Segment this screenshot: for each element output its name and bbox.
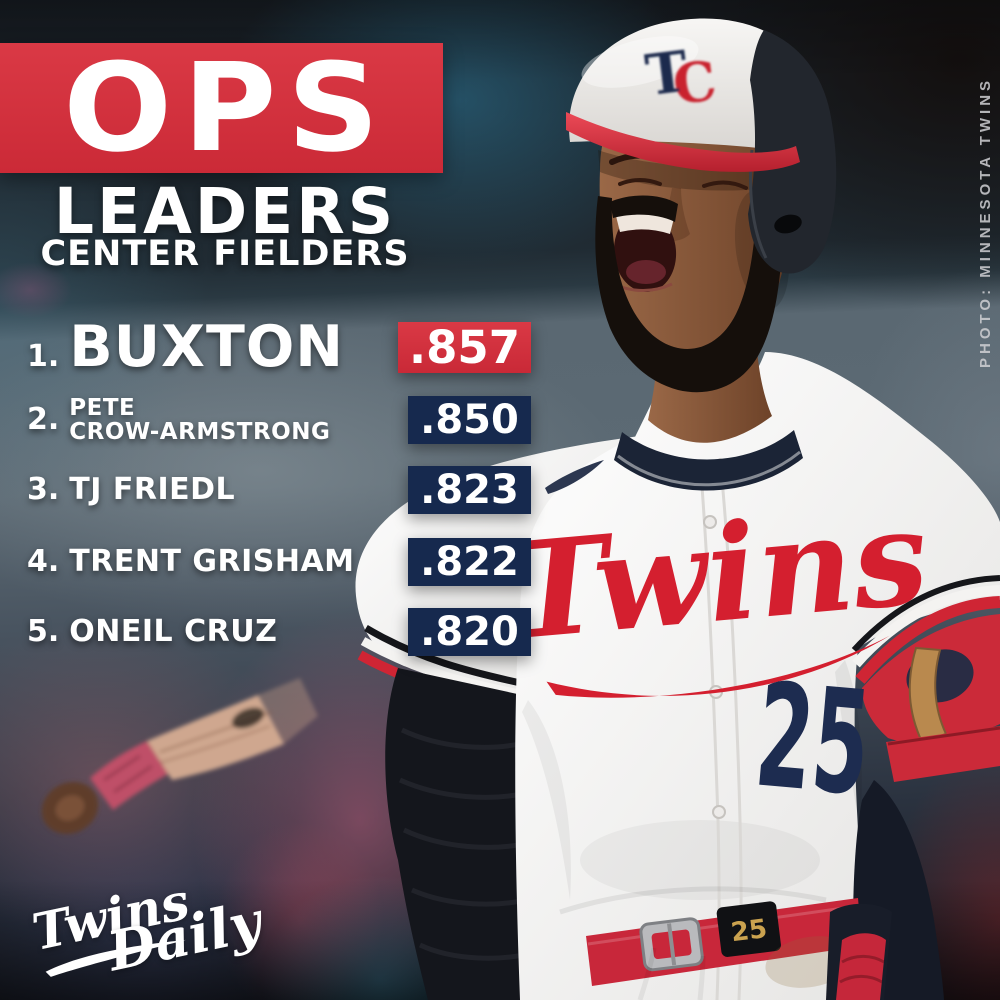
ops-value: .857 [398, 322, 531, 373]
leaders-subtitle: LEADERS [53, 175, 397, 248]
leaderboard-row: 3. TJ FRIEDL .823 [0, 465, 540, 515]
rank-label: 1. [27, 339, 60, 374]
leaderboard-row: 4. TRENT GRISHAM .822 [0, 537, 540, 586]
twins-daily-logo: Twins Daily [27, 854, 285, 1000]
helmet-logo-t: T [642, 39, 692, 110]
nike-swoosh-icon [545, 460, 604, 494]
jersey-number: 25 [750, 653, 876, 828]
player-name: BUXTON [69, 314, 344, 380]
player: Twins 25 25 [355, 18, 1000, 1000]
ops-value: .822 [408, 537, 531, 586]
rank-label: 3. [27, 472, 60, 507]
photo-credit: PHOTO: MINNESOTA TWINS [977, 76, 994, 368]
rank-label: 5. [27, 613, 60, 649]
logo-swash-icon [45, 939, 187, 977]
player-name-line2: CROW-ARMSTRONG [69, 419, 331, 445]
leaderboard-row: 1. BUXTON .857 [0, 314, 540, 380]
player-name: TRENT GRISHAM [69, 543, 355, 579]
belt-number: 25 [729, 914, 769, 948]
rank-label: 4. [27, 543, 60, 579]
page-title: OPS [63, 37, 390, 179]
player-name: PETE [69, 394, 136, 421]
bat [41, 678, 318, 834]
ops-value: .823 [408, 466, 531, 514]
player-name: ONEIL CRUZ [69, 613, 278, 649]
rank-label: 2. [27, 402, 60, 437]
ops-value: .850 [408, 396, 531, 444]
ops-value: .820 [408, 607, 531, 656]
leaderboard-row: 2. PETE CROW-ARMSTRONG .850 [0, 395, 540, 445]
category-label: CENTER FIELDERS [40, 234, 410, 274]
leaderboard: 1. BUXTON .857 2. PETE CROW-ARMSTRONG .8… [0, 314, 540, 656]
jersey-script: Twins [504, 479, 934, 670]
player-name: TJ FRIEDL [69, 472, 236, 507]
leaderboard-row: 5. ONEIL CRUZ .820 [0, 607, 540, 656]
ops-title-box: OPS [0, 43, 443, 173]
helmet-logo-c: C [669, 48, 719, 117]
